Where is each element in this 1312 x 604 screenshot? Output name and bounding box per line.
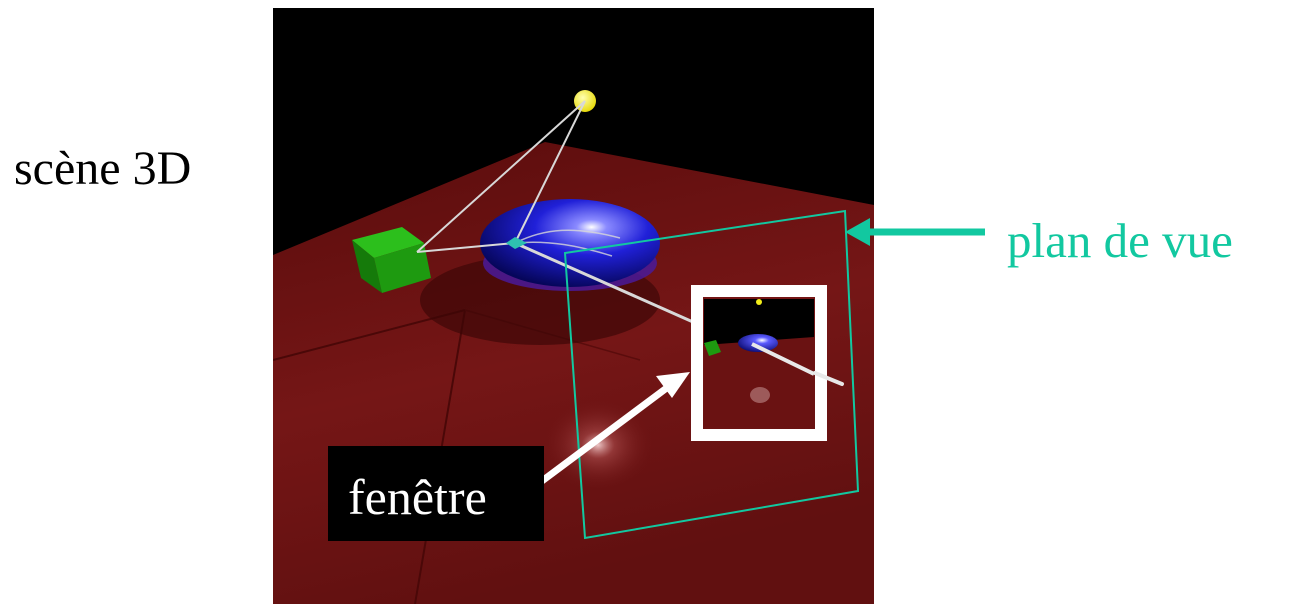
ray-hit-point (506, 237, 527, 249)
window-label: fenêtre (348, 469, 487, 525)
view-plane-arrow (845, 218, 985, 246)
window-arrow (539, 372, 690, 484)
view-plane (563, 209, 860, 540)
window-frame (691, 285, 844, 441)
rays (416, 100, 694, 324)
cube-icon (352, 227, 431, 293)
scene-label: scène 3D (14, 142, 191, 195)
view-plane-label: plan de vue (1007, 213, 1233, 268)
window-label-box (328, 446, 544, 541)
